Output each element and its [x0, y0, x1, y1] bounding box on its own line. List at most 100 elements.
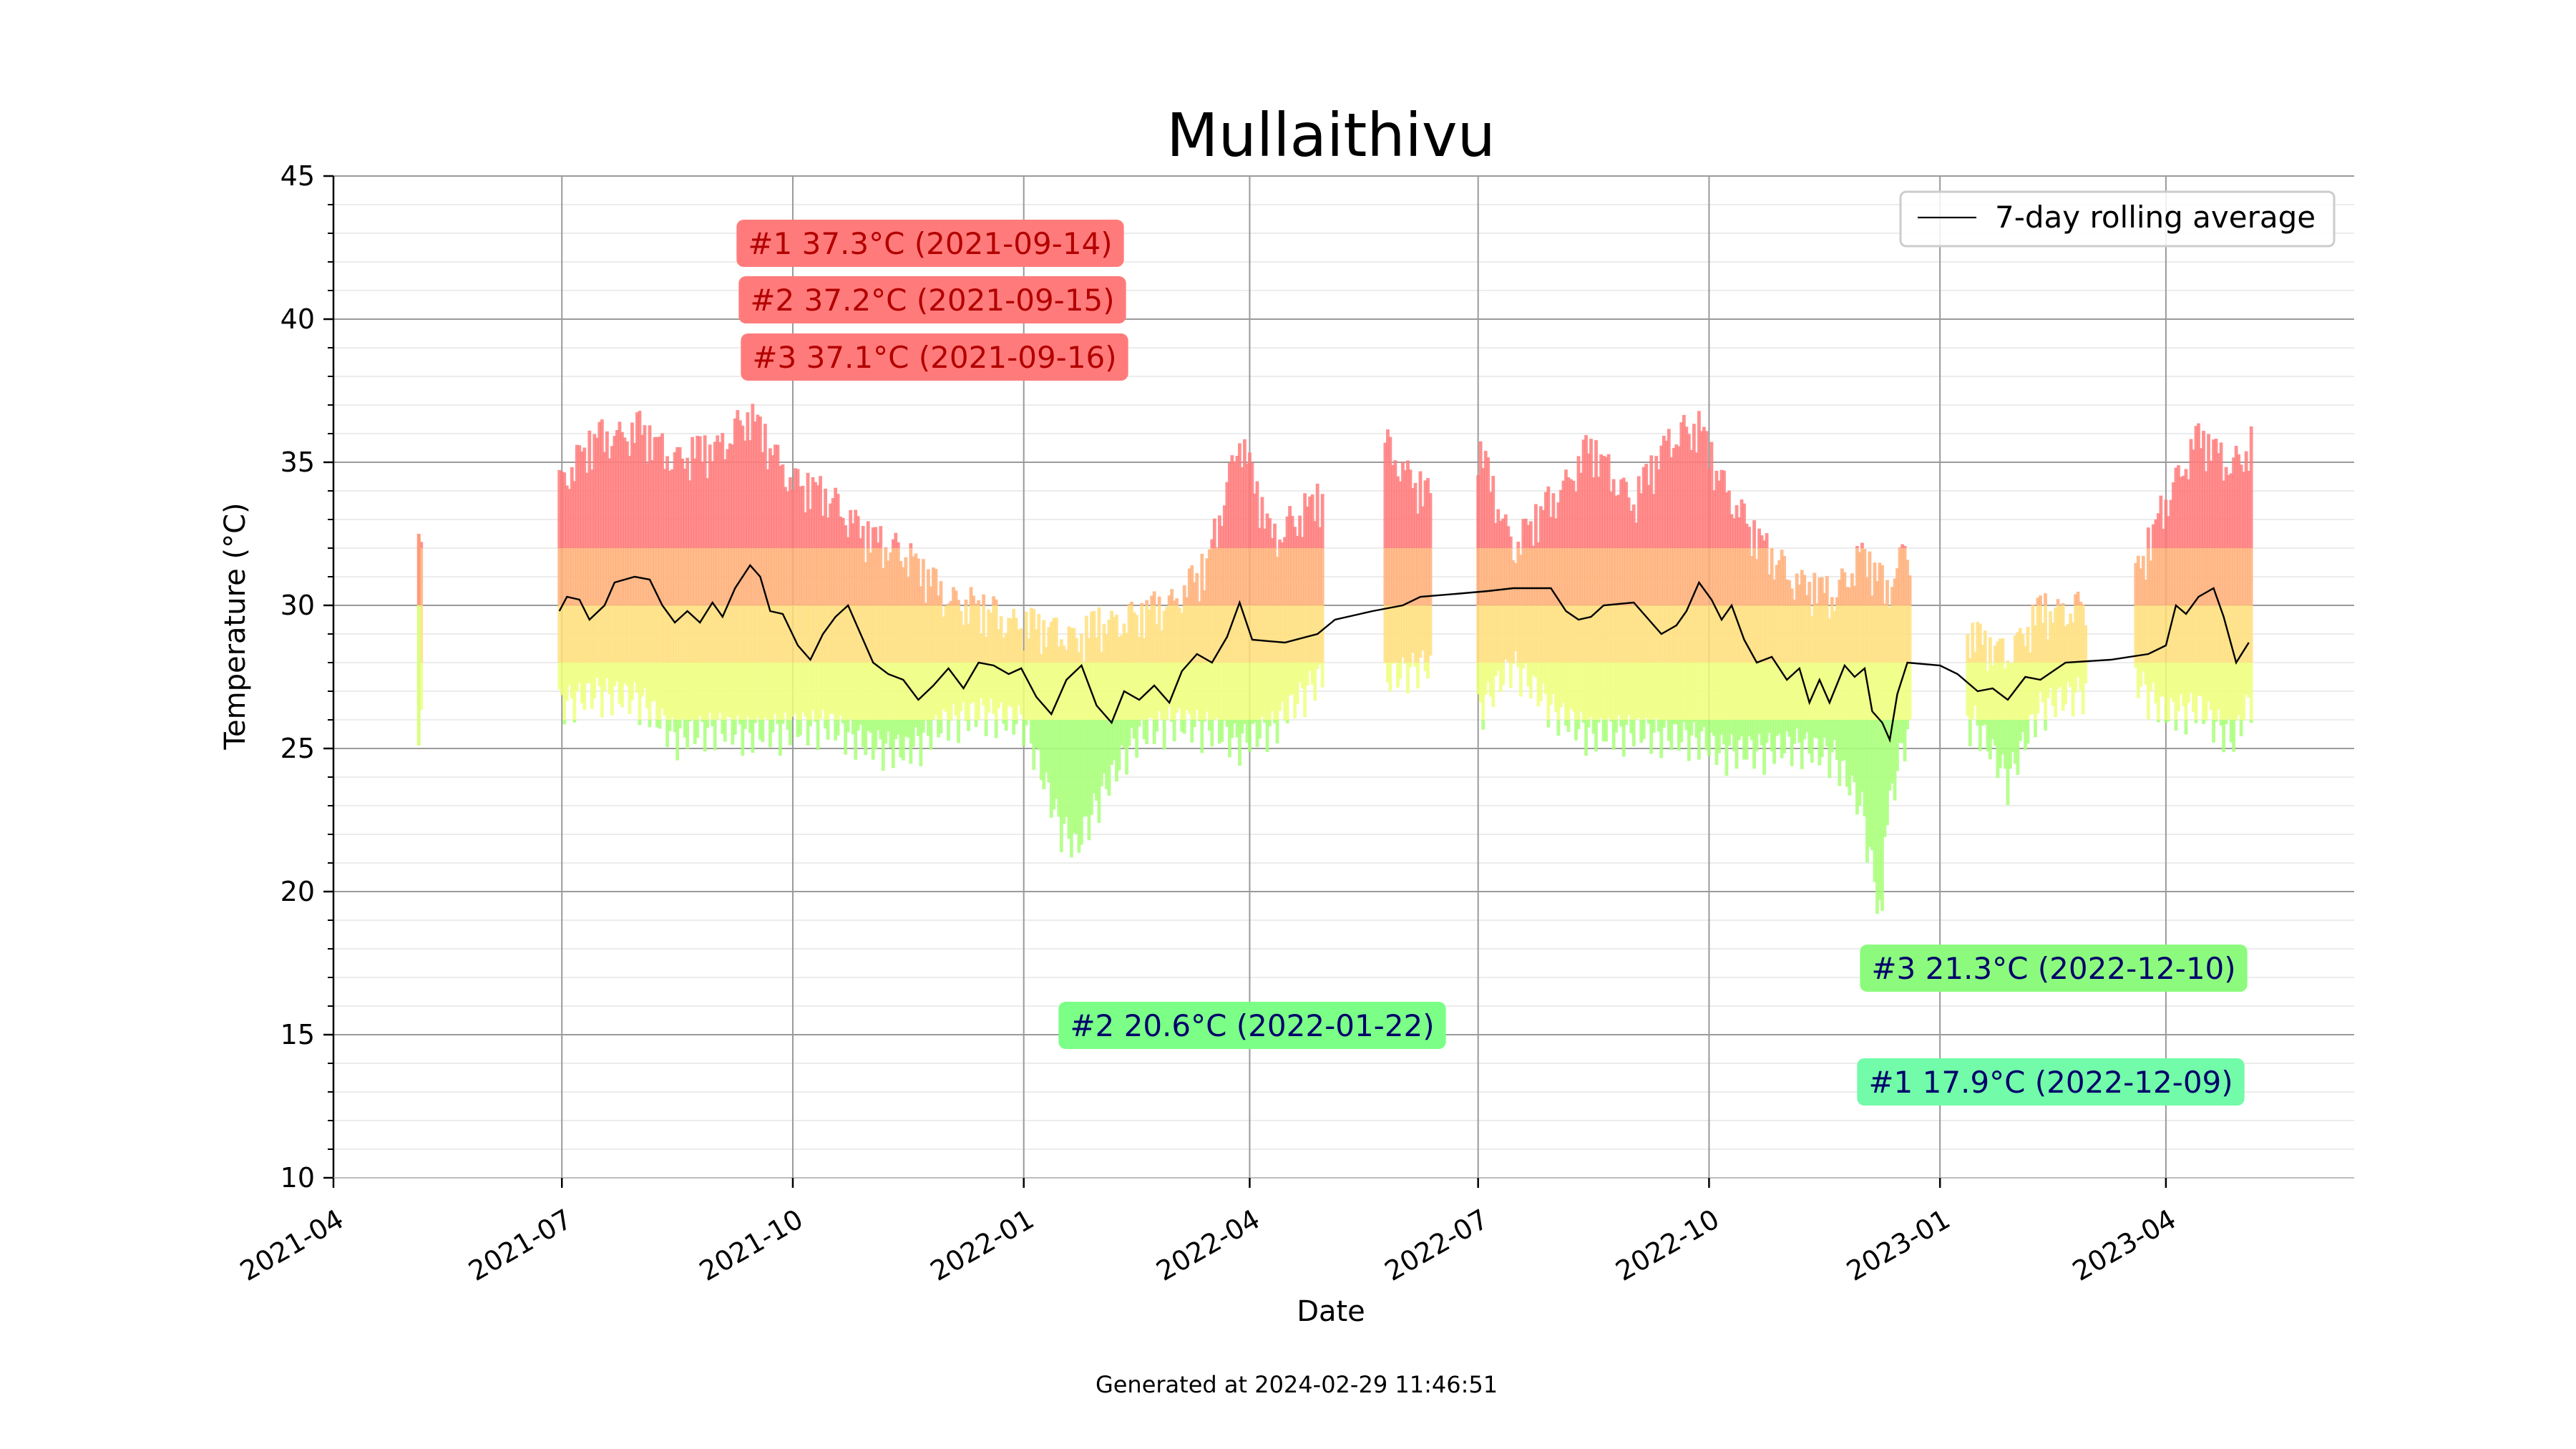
daily-range-bar	[881, 663, 885, 720]
daily-range-bar	[1047, 627, 1051, 663]
daily-range-bar	[2151, 548, 2155, 605]
daily-range-bar	[610, 663, 614, 716]
daily-range-bar	[957, 663, 960, 720]
daily-range-bar	[1273, 720, 1277, 723]
daily-range-bar	[1722, 548, 1726, 605]
daily-range-bar	[1828, 663, 1832, 720]
daily-range-bar	[1732, 548, 1736, 605]
daily-range-bar	[1988, 637, 1992, 663]
daily-range-bar	[1614, 495, 1619, 548]
daily-range-bar	[577, 605, 582, 663]
daily-range-bar	[1807, 720, 1812, 754]
daily-range-bar	[580, 605, 584, 663]
daily-range-bar	[615, 605, 619, 663]
legend-entry: 7-day rolling average	[1995, 200, 2316, 235]
daily-range-bar	[1654, 456, 1659, 548]
daily-range-bar	[1423, 480, 1428, 548]
daily-range-bar	[610, 548, 614, 605]
daily-range-bar	[1518, 555, 1523, 605]
daily-range-bar	[1772, 605, 1777, 663]
daily-range-bar	[1506, 548, 1511, 605]
daily-range-bar	[1777, 560, 1782, 605]
daily-range-bar	[1037, 720, 1041, 751]
daily-range-bar	[1481, 548, 1485, 605]
daily-range-bar	[696, 548, 700, 605]
daily-range-bar	[1561, 480, 1566, 548]
daily-range-bar	[1162, 663, 1166, 720]
daily-range-bar	[716, 435, 720, 548]
daily-range-bar	[613, 663, 617, 686]
daily-range-bar	[1275, 605, 1279, 663]
daily-range-bar	[1797, 585, 1802, 605]
daily-range-bar	[613, 548, 617, 605]
daily-range-bar	[1052, 720, 1056, 810]
daily-range-bar	[686, 457, 690, 548]
daily-range-bar	[821, 515, 825, 548]
daily-range-bar	[1652, 605, 1656, 663]
daily-range-bar	[894, 548, 898, 605]
daily-range-bar	[814, 720, 817, 722]
daily-range-bar	[939, 605, 943, 663]
daily-range-bar	[1072, 628, 1076, 663]
daily-range-bar	[1903, 663, 1907, 720]
daily-range-bar	[1689, 449, 1694, 548]
daily-range-bar	[909, 605, 913, 663]
daily-range-bar	[2189, 439, 2193, 548]
daily-range-bar	[789, 548, 792, 605]
daily-range-bar	[859, 720, 863, 725]
daily-range-bar	[804, 548, 807, 605]
daily-range-bar	[1697, 663, 1701, 720]
daily-range-bar	[866, 720, 870, 731]
daily-range-bar	[670, 469, 674, 548]
daily-range-bar	[2202, 605, 2205, 663]
daily-range-bar	[1589, 439, 1593, 548]
daily-range-bar	[753, 605, 757, 663]
daily-range-bar	[1727, 605, 1731, 663]
daily-range-bar	[1709, 548, 1714, 605]
daily-range-bar	[1611, 479, 1616, 548]
daily-range-bar	[1080, 663, 1083, 720]
daily-range-bar	[1554, 548, 1558, 605]
daily-range-bar	[1054, 618, 1058, 663]
daily-range-bar	[1393, 460, 1397, 548]
daily-range-bar	[1860, 663, 1864, 720]
daily-range-bar	[1200, 720, 1204, 753]
daily-range-bar	[1848, 605, 1852, 663]
daily-range-bar	[789, 720, 792, 746]
daily-range-bar	[2136, 555, 2140, 605]
daily-range-bar	[874, 548, 878, 605]
daily-range-bar	[1684, 663, 1689, 720]
daily-range-bar	[927, 605, 930, 663]
daily-range-bar	[794, 468, 797, 548]
daily-range-bar	[1659, 445, 1664, 548]
daily-range-bar	[1388, 605, 1392, 663]
daily-range-bar	[2247, 663, 2251, 698]
daily-range-bar	[799, 720, 802, 736]
daily-range-bar	[1105, 634, 1108, 663]
daily-range-bar	[2011, 663, 2015, 720]
daily-range-bar	[1305, 548, 1309, 605]
daily-range-bar	[698, 548, 702, 605]
daily-range-bar	[567, 489, 572, 548]
daily-range-bar	[1765, 548, 1769, 605]
daily-range-bar	[1029, 720, 1033, 743]
daily-range-bar	[1591, 720, 1596, 734]
daily-range-bar	[1714, 720, 1719, 766]
daily-range-bar	[2204, 720, 2208, 721]
daily-range-bar	[1971, 623, 1975, 663]
daily-range-bar	[643, 663, 647, 688]
daily-range-bar	[1976, 720, 1980, 726]
daily-range-bar	[620, 431, 624, 548]
daily-range-bar	[1978, 623, 1982, 663]
daily-range-bar	[826, 548, 830, 605]
daily-range-bar	[1631, 605, 1636, 663]
daily-range-bar	[1654, 548, 1659, 605]
daily-range-bar	[896, 720, 900, 735]
daily-range-bar	[1059, 639, 1063, 663]
daily-range-bar	[849, 548, 853, 605]
daily-range-bar	[799, 548, 802, 605]
daily-range-bar	[894, 663, 898, 720]
daily-range-bar	[1697, 720, 1701, 760]
daily-range-bar	[2154, 519, 2158, 548]
daily-range-bar	[703, 435, 707, 548]
